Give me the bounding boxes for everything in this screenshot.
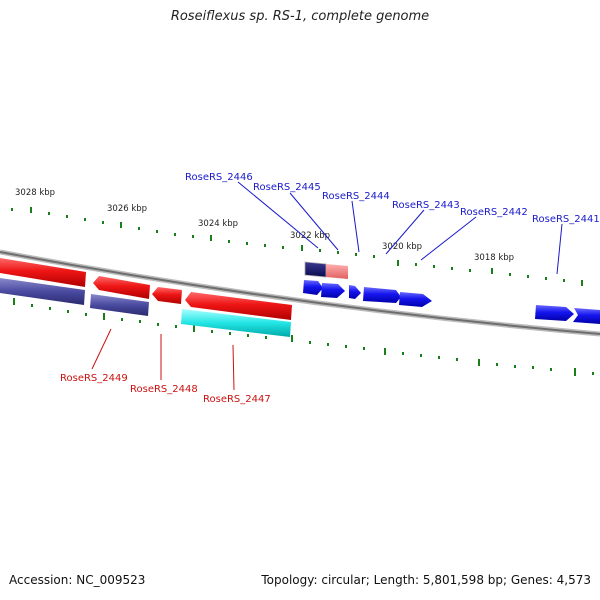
gene-arrow-roseRS-2441[interactable] [535, 305, 574, 321]
scale-label-3026: 3026 kbp [107, 204, 147, 214]
genome-backbone-core [0, 251, 600, 335]
accession-label: Accession: NC_009523 [9, 573, 146, 587]
gene-arrow-red-1[interactable] [0, 258, 86, 287]
genome-summary: Topology: circular; Length: 5,801,598 bp… [261, 573, 591, 587]
gene-label-roseRS-2445[interactable]: RoseRS_2445 [253, 182, 321, 193]
scale-label-3020: 3020 kbp [382, 242, 422, 252]
map-title: Roseiflexus sp. RS-1, complete genome [170, 9, 430, 24]
reverse-gene-track [0, 258, 292, 337]
forward-gene-track [303, 261, 600, 324]
gene-arrow-roseRS-2445[interactable] [326, 264, 348, 279]
gene-label-roseRS-2447[interactable]: RoseRS_2447 [203, 394, 271, 405]
gene-arrow-roseRS-2449[interactable] [90, 294, 149, 316]
gene-arrow-blue-2[interactable] [321, 283, 345, 298]
gene-label-roseRS-2442[interactable]: RoseRS_2442 [460, 207, 528, 218]
genome-backbone [0, 249, 600, 337]
gene-arrow-red-2[interactable] [93, 276, 150, 299]
scale-label-3018: 3018 kbp [474, 253, 514, 263]
gene-label-roseRS-2441[interactable]: RoseRS_2441 [532, 214, 600, 225]
gene-arrow-blue-1[interactable] [303, 280, 323, 295]
gene-arrow-roseRS-2447[interactable] [181, 309, 291, 337]
leader-roseRS-2441 [556, 223, 563, 275]
leader-roseRS-2445 [289, 192, 339, 251]
leader-roseRS-2446 [237, 181, 319, 249]
leader-roseRS-2447 [232, 344, 235, 391]
scale-label-3022: 3022 kbp [290, 231, 330, 241]
gene-label-roseRS-2443[interactable]: RoseRS_2443 [392, 200, 460, 211]
gene-label-roseRS-2449[interactable]: RoseRS_2449 [60, 373, 128, 384]
gene-arrow-roseRS-2446[interactable] [304, 261, 327, 278]
scale-label-3024: 3024 kbp [198, 219, 238, 229]
gene-arrow-roseRS-2447-red[interactable] [185, 292, 292, 320]
reverse-tick-row [13, 298, 594, 376]
gene-arrow-blue-end[interactable] [573, 308, 600, 324]
gene-arrow-purple-1[interactable] [0, 278, 85, 305]
gene-arrow-roseRS-2442[interactable] [399, 292, 432, 307]
leader-roseRS-2443 [385, 209, 425, 255]
gene-arrow-roseRS-2443[interactable] [363, 287, 401, 303]
forward-tick-row [11, 207, 583, 286]
gene-arrow-blue-3[interactable] [349, 285, 361, 299]
gene-label-roseRS-2446[interactable]: RoseRS_2446 [185, 172, 253, 183]
scale-label-3028: 3028 kbp [15, 188, 55, 198]
leader-roseRS-2449 [91, 328, 112, 370]
gene-label-roseRS-2444[interactable]: RoseRS_2444 [322, 191, 390, 202]
leader-roseRS-2442 [420, 216, 477, 261]
gene-arrow-red-3[interactable] [152, 287, 182, 304]
leader-roseRS-2444 [351, 200, 360, 253]
gene-label-roseRS-2448[interactable]: RoseRS_2448 [130, 384, 198, 395]
